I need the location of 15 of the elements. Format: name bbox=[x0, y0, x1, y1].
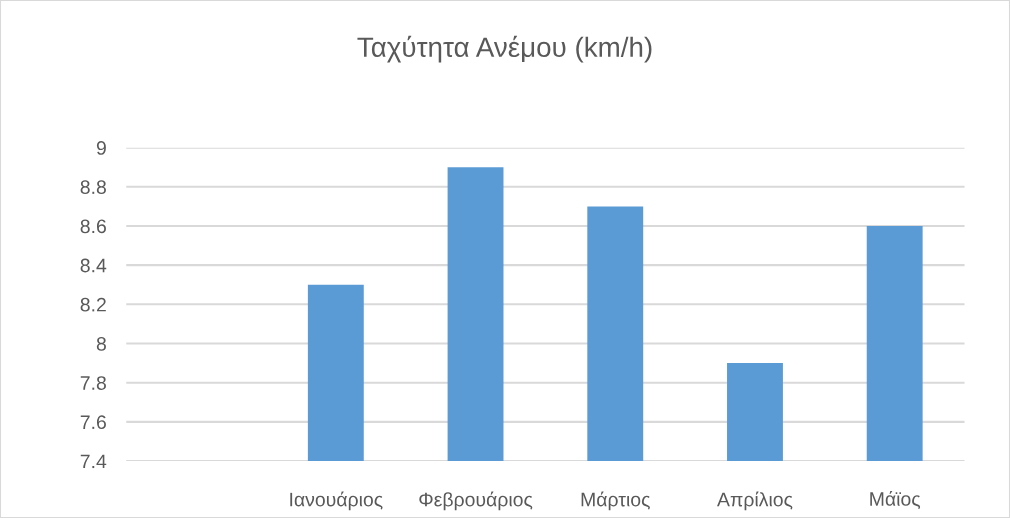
x-tick-label: Φεβρουάριος bbox=[419, 491, 533, 511]
x-tick-label: Μάϊος bbox=[870, 491, 921, 510]
y-tick-label: 9 bbox=[96, 141, 106, 155]
y-tick-label: 8.6 bbox=[80, 219, 106, 234]
chart-title: Ταχύτητα Ανέμου (km/h) bbox=[357, 35, 652, 63]
y-tick-label: 8.4 bbox=[80, 258, 107, 273]
y-tick-label: 7.6 bbox=[80, 415, 106, 430]
x-tick-label: Μάρτιος bbox=[581, 491, 650, 511]
x-tick-label: Ιανουάριος bbox=[290, 491, 383, 511]
y-tick-label: 8.2 bbox=[80, 297, 106, 312]
y-tick-label: 8 bbox=[96, 336, 106, 351]
x-tick-label: Απρίλιος bbox=[717, 491, 793, 511]
y-tick-label: 7.4 bbox=[80, 454, 107, 469]
y-tick-label: 8.8 bbox=[80, 180, 106, 195]
y-tick-label: 7.8 bbox=[80, 376, 106, 390]
